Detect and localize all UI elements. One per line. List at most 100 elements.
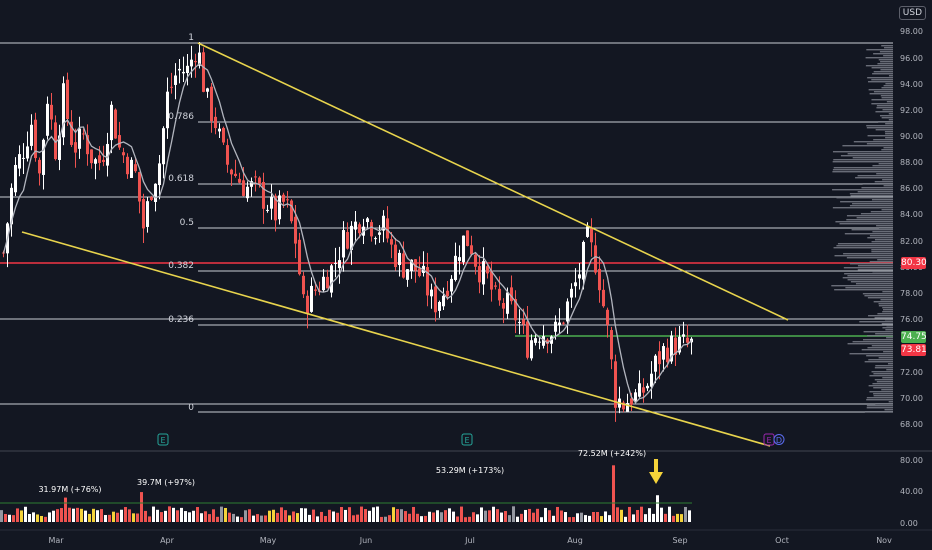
volume-bar — [104, 515, 107, 522]
candle-body — [558, 322, 561, 326]
volume-bar — [24, 506, 27, 522]
candle-body — [314, 289, 317, 291]
volume-profile-bar — [885, 329, 893, 331]
earnings-markers: E E E D — [157, 433, 785, 446]
volume-bar — [236, 516, 239, 522]
candle-body — [258, 177, 261, 185]
price-axis-tick: 72.00 — [900, 368, 923, 377]
candle-body — [522, 319, 525, 325]
volume-profile-bar — [873, 301, 893, 303]
earnings-icon[interactable] — [461, 433, 473, 446]
volume-profile-bar — [884, 131, 893, 133]
candle-body — [190, 59, 193, 67]
candle-body — [62, 83, 65, 138]
earnings-icon[interactable] — [157, 433, 169, 446]
volume-profile-bar — [878, 303, 893, 305]
volume-bar — [600, 516, 603, 522]
volume-profile-bar — [875, 365, 893, 367]
volume-profile-bar — [840, 155, 893, 157]
volume-profile-bar — [832, 189, 893, 191]
volume-profile-bar — [857, 191, 893, 193]
volume-bar — [288, 515, 291, 522]
volume-profile-bar — [867, 237, 893, 239]
volume-bar — [92, 508, 95, 522]
volume-profile-bar — [834, 255, 893, 257]
time-axis-label: May — [260, 536, 277, 545]
volume-profile-bar — [834, 289, 893, 291]
fib-label: 0.5 — [180, 218, 194, 228]
volume-bar — [512, 506, 515, 522]
candle-body — [506, 292, 509, 314]
volume-profile-bar — [837, 243, 893, 245]
currency-button[interactable]: USD — [898, 6, 926, 20]
volume-bar — [388, 515, 391, 522]
candle-body — [278, 195, 281, 220]
candle-body — [574, 282, 577, 287]
dividend-icon[interactable] — [773, 434, 785, 445]
volume-profile-bar — [832, 171, 893, 173]
volume-bar — [584, 515, 587, 522]
volume-profile-bar — [849, 353, 893, 355]
volume-profile-bar — [833, 167, 893, 169]
volume-axis-tick: 40.00 — [900, 487, 923, 496]
volume-profile-bar — [853, 141, 893, 143]
volume-bar — [208, 514, 211, 522]
volume-bar — [504, 511, 507, 522]
volume-profile-bar — [847, 275, 893, 277]
candle-body — [198, 52, 201, 66]
candle-body — [410, 259, 413, 272]
candle-body — [386, 218, 389, 239]
volume-bar — [448, 508, 451, 522]
volume-profile-bar — [880, 95, 893, 97]
candle-body — [614, 361, 617, 408]
candle-body — [534, 338, 537, 343]
volume-bar — [436, 510, 439, 522]
volume-profile-bar — [852, 341, 893, 343]
volume-bar — [144, 510, 147, 522]
volume-profile-bar — [867, 77, 893, 79]
candle-body — [310, 285, 313, 312]
candle-body — [478, 266, 481, 283]
candle-body — [646, 385, 649, 389]
volume-bar — [472, 512, 475, 522]
candle-body — [486, 266, 489, 274]
volume-bar — [368, 510, 371, 522]
volume-profile-bar — [871, 199, 893, 201]
volume-bar — [628, 506, 631, 522]
volume-bar — [624, 516, 627, 522]
volume-profile-bar — [850, 195, 893, 197]
volume-bar — [508, 515, 511, 522]
volume-bar — [240, 517, 243, 522]
candle-body — [642, 387, 645, 393]
price-axis-tick: 84.00 — [900, 210, 923, 219]
candle-body — [222, 127, 225, 143]
volume-bar — [20, 510, 23, 522]
candle-body — [94, 159, 97, 164]
candle-body — [158, 163, 161, 186]
price-axis-tick: 92.00 — [900, 106, 923, 115]
volume-axis-tick: 0.00 — [900, 519, 918, 528]
candle-body — [370, 222, 373, 237]
candle-body — [234, 173, 237, 176]
volume-bar — [316, 516, 319, 522]
volume-bar — [256, 514, 259, 522]
candle-body — [46, 103, 49, 136]
candle-body — [42, 139, 45, 175]
candle-body — [66, 79, 69, 119]
volume-bar — [644, 514, 647, 522]
volume-profile-bar — [873, 387, 893, 389]
volume-bar — [60, 508, 63, 522]
volume-arrow-icon — [649, 459, 663, 484]
time-axis-label: Oct — [775, 536, 789, 545]
volume-bar — [4, 513, 7, 522]
volume-profile-bar — [863, 339, 893, 341]
candle-body — [162, 128, 165, 165]
volume-bar — [216, 516, 219, 522]
volume-bar — [172, 507, 175, 522]
volume-bar — [556, 506, 559, 522]
volume-profile-bar — [878, 59, 893, 61]
volume-bar — [16, 508, 19, 522]
volume-bar — [688, 510, 691, 522]
